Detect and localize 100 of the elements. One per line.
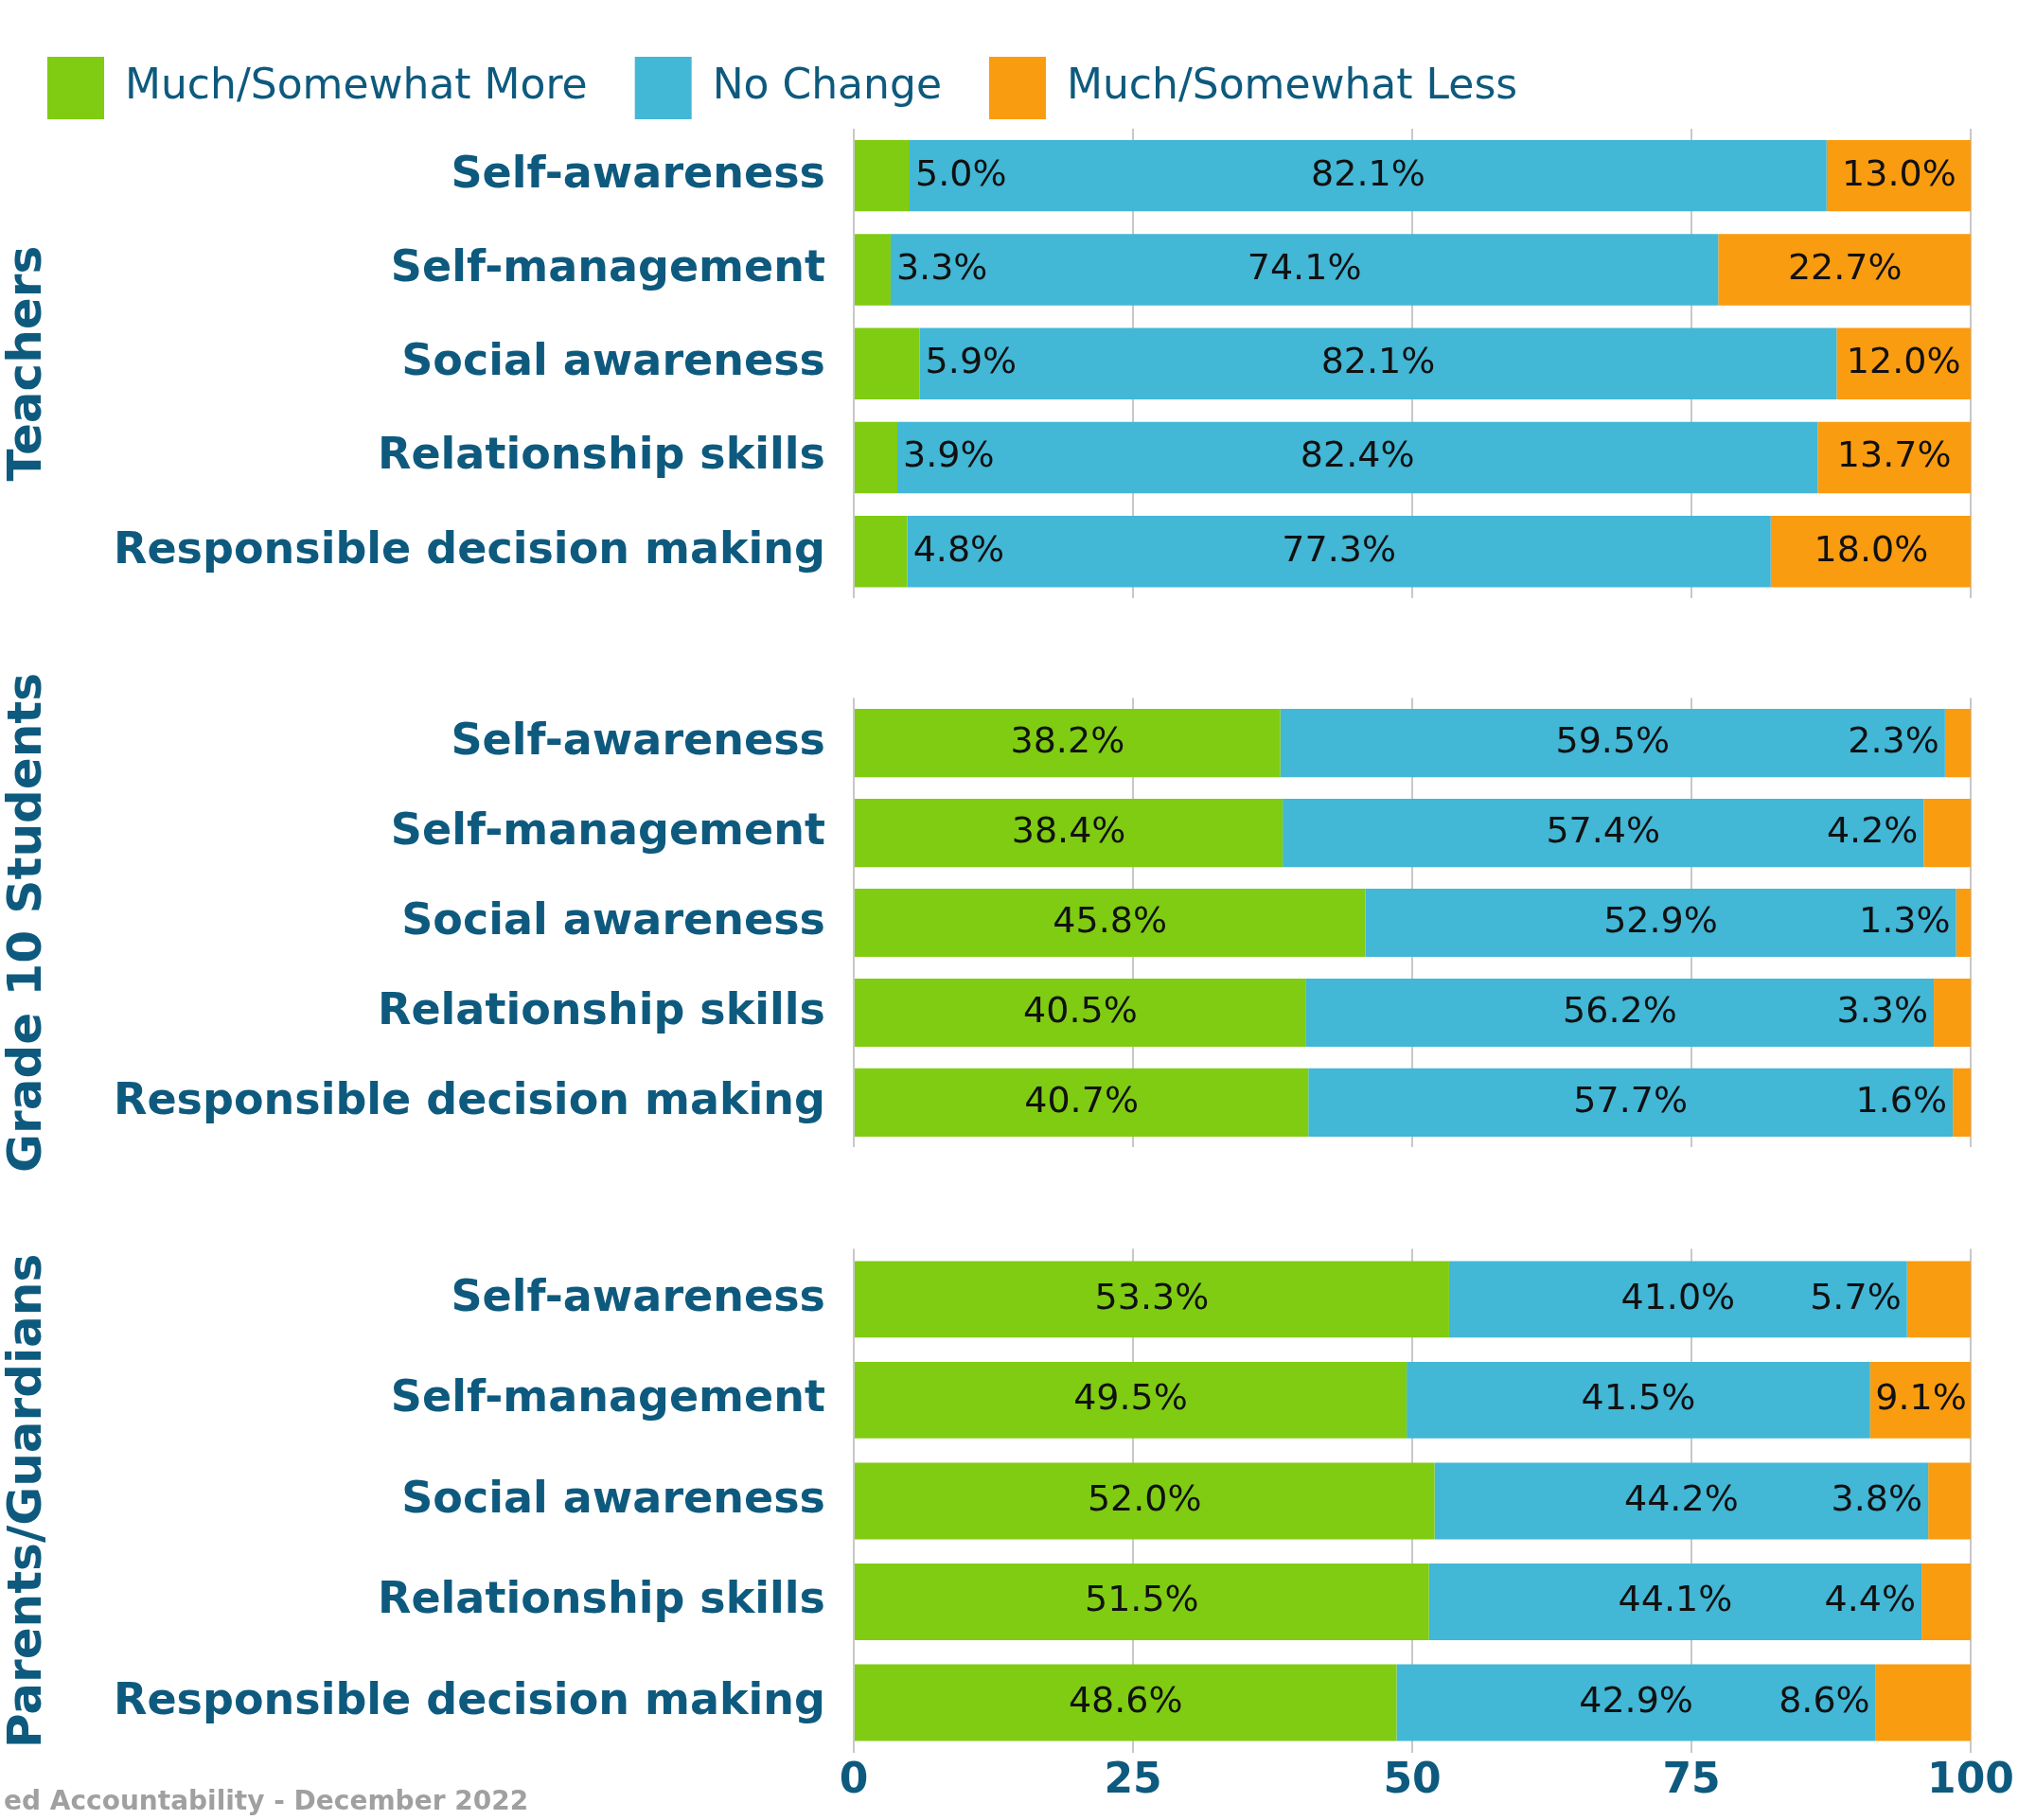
data-label: 5.7% [1810,1275,1902,1317]
data-label: 52.9% [1603,898,1718,941]
x-tick-label: 100 [1927,1754,2014,1803]
data-label: 57.4% [1546,808,1661,851]
text: ed Accountability - December 2022 [4,1785,529,1817]
y-tick-label: Self-management [390,803,825,855]
bar [855,1563,1429,1640]
data-label: 1.3% [1859,898,1951,941]
bar [1770,516,1971,588]
bar [1308,1068,1954,1138]
data-label: 38.2% [1010,718,1125,761]
data-label: 4.4% [1824,1578,1917,1620]
data-label: 8.6% [1779,1678,1870,1721]
bar [855,1261,1449,1338]
y-tick-label: Responsible decision making [113,521,825,574]
bar [855,516,908,588]
bar [1906,1261,1971,1338]
bar [855,1664,1397,1741]
y-tick-label: Relationship skills [377,982,825,1034]
data-label: 52.0% [1087,1476,1202,1519]
bar [1928,1462,1971,1540]
bar [1944,709,1971,778]
bar [1836,327,1971,399]
data-label: 56.2% [1563,988,1677,1031]
bar [890,234,1719,306]
bar [855,709,1281,778]
bar [1953,1068,1971,1138]
data-label: 41.5% [1581,1376,1696,1419]
data-label: 41.0% [1620,1275,1736,1317]
data-label: 3.9% [903,433,995,476]
data-label: 44.1% [1618,1578,1733,1620]
bar [1428,1563,1922,1640]
data-label: 5.9% [925,340,1018,382]
data-label: 3.3% [1836,988,1929,1031]
bar [855,327,920,399]
data-label: 3.8% [1831,1476,1923,1519]
bar [1396,1664,1876,1741]
legend-label: Much/Somewhat Less [1066,60,1518,109]
y-tick-label: Relationship skills [377,1572,825,1624]
data-label: 3.3% [895,245,988,288]
y-tick-label: Self-awareness [451,1269,825,1321]
y-axis-title: Parents/Guardians [0,1253,52,1748]
data-label: 74.1% [1247,245,1362,288]
data-label: 53.3% [1094,1275,1210,1317]
data-label: 59.5% [1555,718,1671,761]
y-tick-label: Responsible decision making [113,1672,825,1724]
data-label: 44.2% [1624,1476,1739,1519]
data-label: 4.2% [1826,808,1919,851]
data-label: 38.4% [1011,808,1126,851]
legend-label: No Change [712,60,942,109]
data-label: 40.7% [1024,1078,1139,1121]
bar [919,327,1837,399]
data-label: 51.5% [1084,1578,1199,1620]
bar [855,421,898,494]
y-tick-label: Social awareness [401,334,825,386]
bar [1280,709,1945,778]
bar [1956,888,1971,958]
data-label: 2.3% [1848,718,1939,761]
bar [855,888,1366,958]
data-label: 82.4% [1300,433,1415,476]
bar [1923,798,1971,868]
x-tick-label: 75 [1662,1754,1721,1803]
data-label: 13.7% [1836,433,1952,476]
data-label: 42.9% [1579,1678,1693,1721]
x-tick-label: 50 [1383,1754,1442,1803]
data-label: 49.5% [1073,1376,1188,1419]
bar [1434,1462,1929,1540]
data-label: 22.7% [1787,245,1903,288]
bar [1934,978,1971,1048]
data-label: 12.0% [1846,340,1961,382]
y-tick-label: Self-management [390,1370,825,1422]
data-label: 82.1% [1311,151,1425,194]
bar [897,421,1818,494]
bar [855,798,1283,868]
bar [1718,234,1971,306]
data-label: 13.0% [1842,151,1956,194]
bar [907,516,1771,588]
bar [855,234,891,306]
bar [855,139,910,212]
y-tick-label: Self-management [390,239,825,292]
bar [1305,978,1935,1048]
bar [855,1462,1435,1540]
bar [855,1361,1407,1439]
bar [855,978,1306,1048]
bar [1448,1261,1907,1338]
x-tick-label: 25 [1104,1754,1162,1803]
y-tick-label: Self-awareness [451,146,825,198]
data-label: 4.8% [912,527,1005,570]
legend-label: Much/Somewhat More [125,60,588,109]
bar [855,1068,1309,1138]
y-axis-title: Grade 10 Students [0,672,52,1174]
y-tick-label: Social awareness [401,892,825,945]
data-label: 18.0% [1814,527,1929,570]
data-label: 9.1% [1875,1376,1967,1419]
data-label: 57.7% [1573,1078,1689,1121]
bar [910,139,1827,212]
bar [1365,888,1956,958]
data-label: 77.3% [1282,527,1397,570]
data-label: 40.5% [1023,988,1138,1031]
y-tick-label: Relationship skills [377,428,825,480]
